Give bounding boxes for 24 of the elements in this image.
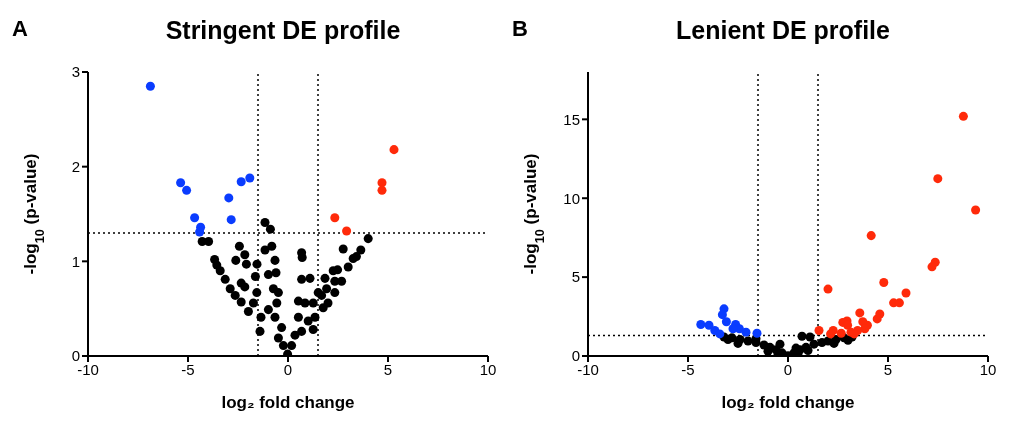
x-tick-label: -10 (577, 360, 599, 378)
x-tick-label: 10 (479, 360, 497, 378)
x-tick-label: -10 (77, 360, 99, 378)
y-tick-label: 10 (563, 189, 580, 207)
chart-title: Lenient DE profile (676, 16, 890, 44)
x-tick-label: 5 (383, 360, 393, 378)
x-axis-title: log₂ fold change (721, 393, 855, 412)
text: A (12, 16, 28, 42)
chart-title: Stringent DE profile (165, 16, 401, 44)
x-tick-label: 0 (783, 360, 793, 378)
x-tick-label: 10 (979, 360, 997, 378)
y-tick-label: 15 (563, 110, 580, 128)
x-tick-label: -5 (681, 360, 695, 378)
y-tick-label: 2 (71, 157, 80, 175)
x-tick-label: 5 (883, 360, 893, 378)
y-tick-label: 1 (71, 252, 80, 270)
y-tick-label: 5 (571, 268, 580, 286)
y-tick-label: 3 (71, 63, 80, 81)
x-axis-title: log₂ fold change (221, 393, 355, 412)
text: B (512, 16, 528, 42)
y-tick-label: 0 (571, 347, 580, 365)
x-tick-label: -5 (181, 360, 195, 378)
x-tick-label: 0 (283, 360, 293, 378)
y-tick-label: 0 (71, 347, 80, 365)
